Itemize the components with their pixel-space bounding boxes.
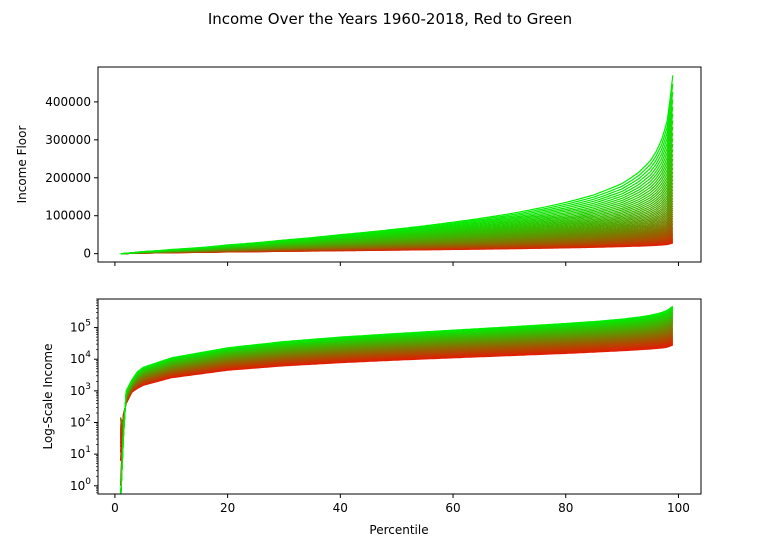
log-income-y-axis-label: Log-Scale Income	[41, 343, 55, 449]
income-floor-y-tick-label: 300000	[45, 133, 91, 147]
income-floor-y-tick-label: 400000	[45, 95, 91, 109]
income-floor-series-group	[120, 75, 674, 255]
x-axis-label: Percentile	[369, 523, 428, 537]
log-income-panel: 100 101 102 103 104 105 0 20 40 60 80 100 Log-Scal…	[41, 298, 702, 537]
x-tick-label: 20	[220, 501, 235, 515]
income-floor-y-tick-label: 200000	[45, 171, 91, 185]
income-floor-y-tick-label: 100000	[45, 209, 91, 223]
log-income-y-tick-label: 104	[70, 350, 91, 366]
income-floor-axes-frame	[97, 66, 702, 263]
income-floor-y-axis-label: Income Floor	[15, 126, 29, 204]
income-floor-x-ticks	[114, 262, 679, 266]
income-floor-line-2018	[120, 75, 674, 255]
x-tick-label: 100	[667, 501, 690, 515]
income-floor-y-ticks: 0 100000 200000 300000 400000	[45, 95, 98, 261]
x-tick-label: 40	[333, 501, 348, 515]
x-tick-label: 60	[445, 501, 460, 515]
log-income-y-ticks: 100 101 102 103 104 105	[70, 298, 98, 494]
log-income-x-ticks: 0 20 40 60 80 100	[111, 494, 690, 515]
income-floor-panel: 0 100000 200000 300000 400000 Income Floor	[15, 66, 702, 266]
figure-title: Income Over the Years 1960-2018, Red to …	[208, 10, 572, 28]
log-income-axes-frame	[97, 298, 702, 495]
log-income-line-2018	[120, 305, 674, 494]
log-income-series-group	[119, 305, 674, 494]
x-tick-label: 0	[111, 501, 119, 515]
log-income-y-tick-label: 105	[70, 319, 91, 335]
income-floor-y-tick-label: 0	[83, 247, 91, 261]
log-income-y-tick-label: 103	[70, 382, 91, 398]
log-income-y-tick-label: 100	[70, 477, 91, 493]
log-income-y-tick-label: 102	[70, 414, 91, 430]
log-income-y-tick-label: 101	[70, 445, 91, 461]
x-tick-label: 80	[558, 501, 573, 515]
